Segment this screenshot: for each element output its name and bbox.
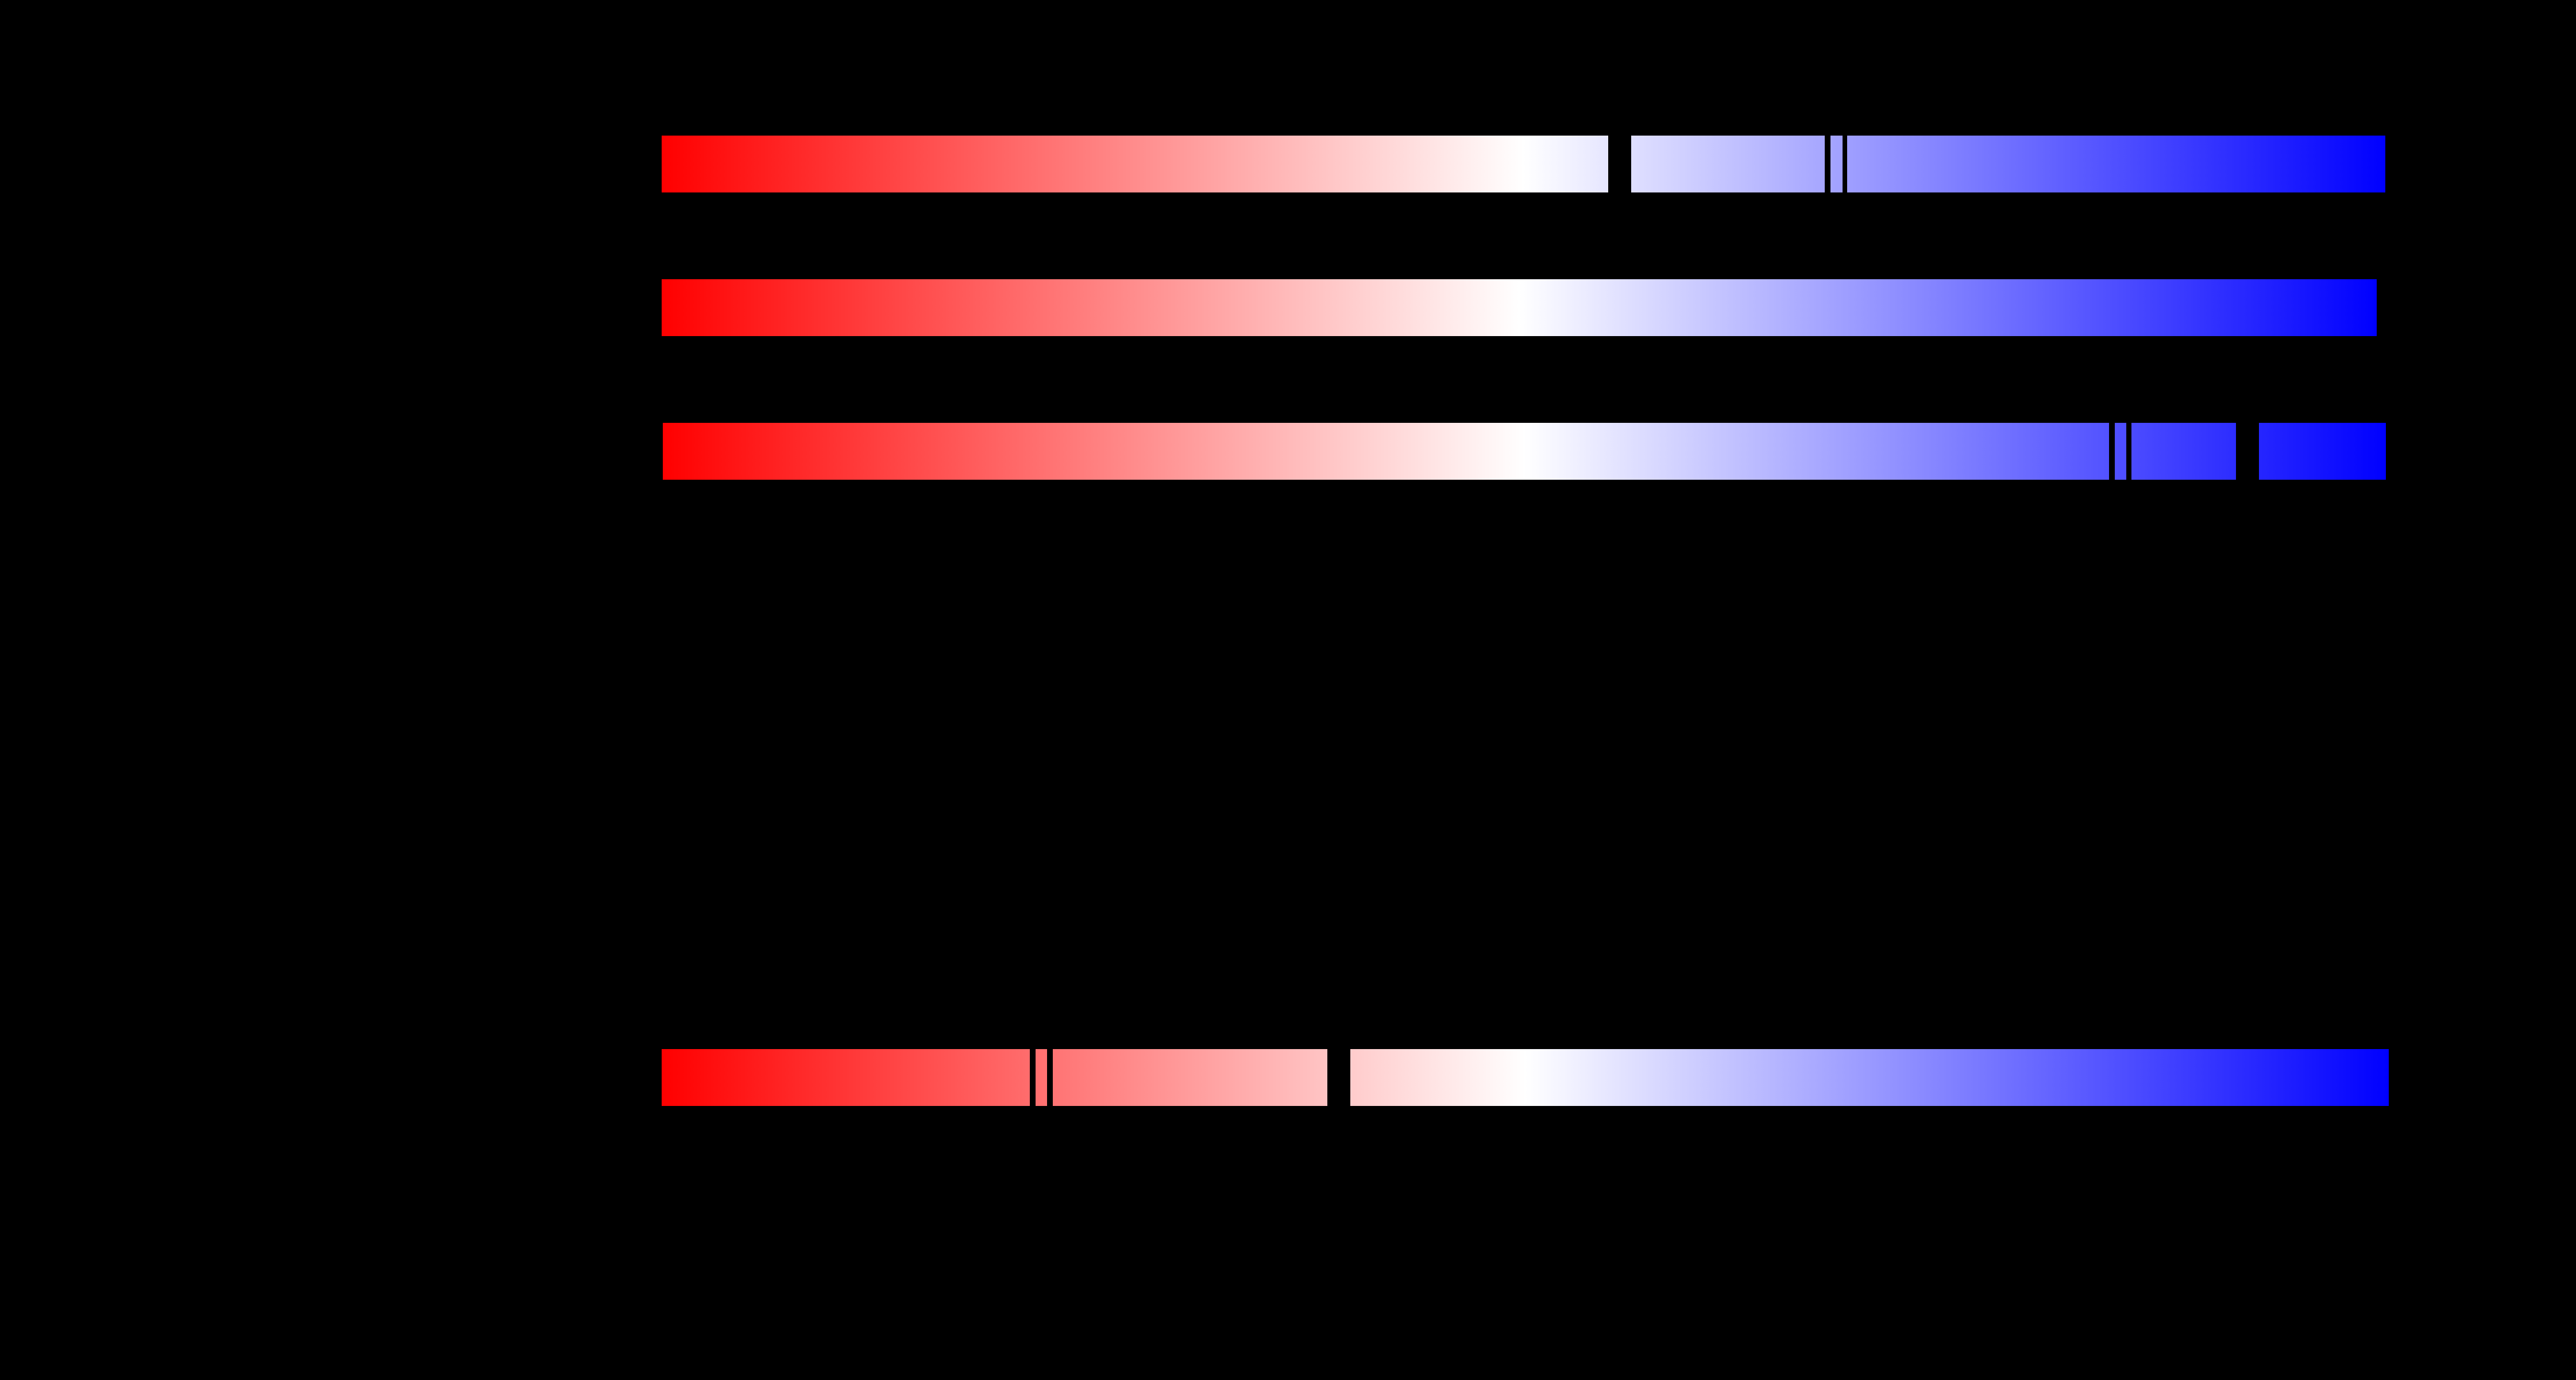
bar-marker-line xyxy=(1842,136,1848,192)
gradient-bar-2 xyxy=(662,279,2377,336)
gradient-bar-4 xyxy=(662,1049,2389,1106)
gradient-bar-1 xyxy=(662,136,2385,192)
bar-marker-gap xyxy=(2236,423,2259,480)
bar-marker-line xyxy=(1825,136,1830,192)
bar-marker-line xyxy=(1047,1049,1053,1106)
bar-marker-line xyxy=(2126,423,2131,480)
bar-marker-line xyxy=(1030,1049,1036,1106)
bar-marker-line xyxy=(2109,423,2115,480)
bar-marker-gap xyxy=(1608,136,1632,192)
gradient-bar-3 xyxy=(663,423,2386,480)
bar-marker-gap xyxy=(1327,1049,1350,1106)
